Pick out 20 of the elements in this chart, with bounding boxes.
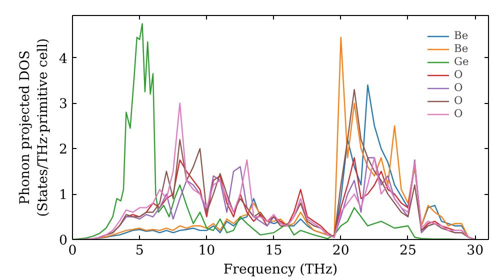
legend-label: O <box>454 68 464 81</box>
y-tick-label: 1 <box>59 188 68 204</box>
legend-label: O <box>454 107 464 120</box>
x-tick-label: 15 <box>265 244 282 258</box>
legend-label: Be <box>454 29 470 42</box>
x-tick-label: 5 <box>135 244 144 258</box>
x-tick-label: 30 <box>466 244 484 258</box>
y-tick-label: 4 <box>59 52 68 67</box>
legend-label: O <box>454 94 464 107</box>
y-tick-label: 3 <box>59 97 68 112</box>
y-tick-label: 2 <box>59 142 68 158</box>
y-axis-title: Phonon projected DOS (States/THz·primitive cell) <box>18 38 52 217</box>
x-tick-label: 10 <box>198 244 216 258</box>
x-tick-label: 25 <box>400 244 416 258</box>
x-axis-title: Frequency (THz) <box>223 262 338 278</box>
legend-label: O <box>454 81 464 94</box>
x-tick-label: 20 <box>332 244 350 258</box>
legend-label: Be <box>454 42 470 55</box>
legend-label: Ge <box>454 55 470 68</box>
y-tick-label: 0 <box>59 234 68 248</box>
